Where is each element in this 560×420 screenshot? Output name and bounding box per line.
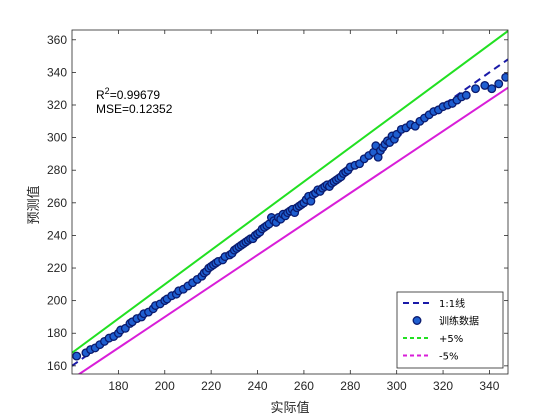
data-point bbox=[72, 351, 82, 361]
series-line-2 bbox=[72, 30, 508, 354]
y-tick-label: 260 bbox=[47, 196, 67, 210]
y-tick-label: 180 bbox=[47, 326, 67, 340]
x-tick-label: 280 bbox=[340, 379, 360, 393]
x-tick-label: 260 bbox=[294, 379, 314, 393]
r2-superscript: 2 bbox=[105, 86, 110, 96]
x-tick-label: 220 bbox=[201, 379, 221, 393]
y-axis-label: 预测值 bbox=[26, 185, 42, 224]
y-tick-label: 160 bbox=[47, 359, 67, 373]
y-tick-label: 200 bbox=[47, 294, 67, 308]
x-axis-label: 实际值 bbox=[270, 400, 309, 416]
x-tick-label: 340 bbox=[479, 379, 499, 393]
y-tick-label: 240 bbox=[47, 228, 67, 242]
x-tick-label: 320 bbox=[433, 379, 453, 393]
legend-label-0: 1:1线 bbox=[439, 297, 465, 310]
y-tick-label: 280 bbox=[47, 163, 67, 177]
data-point bbox=[487, 84, 497, 94]
y-tick-label: 320 bbox=[47, 98, 67, 112]
data-point bbox=[501, 72, 508, 82]
data-point bbox=[480, 80, 490, 90]
r2-value: =0.99679 bbox=[110, 88, 161, 102]
x-tick-label: 180 bbox=[108, 379, 128, 393]
legend-box bbox=[396, 291, 504, 369]
data-point bbox=[461, 90, 471, 100]
mse-annotation: MSE=0.12352 bbox=[96, 102, 173, 116]
y-tick-label: 220 bbox=[47, 261, 67, 275]
series-line-3 bbox=[77, 86, 508, 374]
y-tick-label: 360 bbox=[47, 33, 67, 47]
x-tick-label: 300 bbox=[387, 379, 407, 393]
legend-label-1: 训练数据 bbox=[439, 315, 479, 328]
x-tick-label: 200 bbox=[155, 379, 175, 393]
r2-prefix: R bbox=[96, 88, 105, 102]
y-tick-label: 340 bbox=[47, 65, 67, 79]
x-tick-label: 240 bbox=[248, 379, 268, 393]
legend-swatch-1 bbox=[412, 316, 422, 325]
data-point bbox=[471, 84, 480, 94]
legend-label-2: +5% bbox=[439, 334, 463, 345]
r2-annotation: R2=0.99679 bbox=[96, 86, 160, 102]
legend-label-3: -5% bbox=[439, 352, 458, 363]
y-tick-label: 300 bbox=[47, 131, 67, 145]
plot-frame bbox=[71, 29, 509, 375]
data-point bbox=[494, 79, 504, 89]
